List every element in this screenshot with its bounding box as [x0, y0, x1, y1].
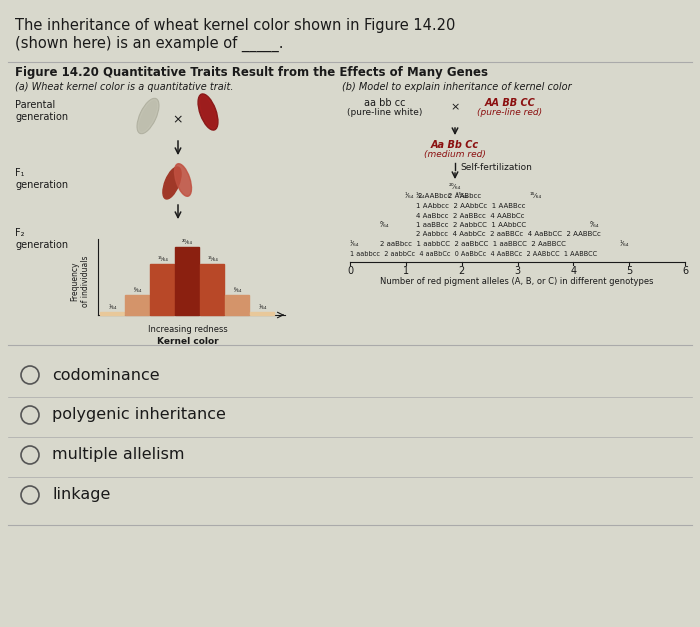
Text: Kernel color: Kernel color — [157, 337, 218, 346]
Text: ¹⁄₆₄: ¹⁄₆₄ — [416, 194, 426, 199]
Text: 2: 2 — [458, 266, 465, 276]
Ellipse shape — [137, 98, 159, 134]
Text: Increasing redness: Increasing redness — [148, 325, 228, 334]
Text: ⁶⁄₆₄: ⁶⁄₆₄ — [590, 222, 600, 228]
Text: ¹⁵⁄₆₄: ¹⁵⁄₆₄ — [207, 257, 218, 262]
Bar — [100, 312, 124, 315]
Bar — [125, 295, 149, 315]
Text: ²⁰⁄₆₄: ²⁰⁄₆₄ — [182, 240, 193, 245]
Text: 2 AABbcc  ¹⁵⁄₆₄: 2 AABbcc ¹⁵⁄₆₄ — [418, 194, 468, 199]
Text: 4 AaBbcc  2 AaBBcc  4 AABbCc: 4 AaBbcc 2 AaBBcc 4 AABbCc — [416, 213, 524, 218]
Text: (pure-line white): (pure-line white) — [347, 108, 423, 117]
Text: ×: × — [450, 102, 460, 112]
Ellipse shape — [163, 167, 181, 199]
Text: 6: 6 — [682, 266, 688, 276]
Text: (shown here) is an example of _____.: (shown here) is an example of _____. — [15, 36, 284, 52]
Ellipse shape — [198, 94, 218, 130]
Text: F₂
generation: F₂ generation — [15, 228, 68, 250]
Text: ¹⁄₆₄: ¹⁄₆₄ — [258, 305, 267, 310]
Text: ×: × — [173, 113, 183, 126]
Bar — [175, 247, 199, 315]
Ellipse shape — [199, 95, 216, 129]
Text: ⁶⁄₆₄: ⁶⁄₆₄ — [133, 288, 141, 293]
Text: Frequency
of individuals: Frequency of individuals — [70, 255, 90, 307]
Text: 4: 4 — [570, 266, 576, 276]
Ellipse shape — [138, 100, 158, 132]
Text: 2 AABbcc: 2 AABbcc — [448, 194, 482, 199]
Text: ²⁰⁄₆₄: ²⁰⁄₆₄ — [449, 184, 461, 190]
Text: 3: 3 — [514, 266, 521, 276]
Text: 1 AAbbcc  2 AAbbCc  1 AABBcc: 1 AAbbcc 2 AAbbCc 1 AABBcc — [416, 203, 526, 209]
Text: aa bb cc: aa bb cc — [364, 98, 406, 108]
Text: 1: 1 — [402, 266, 409, 276]
Ellipse shape — [174, 164, 192, 196]
Bar — [150, 264, 174, 315]
Bar — [225, 295, 249, 315]
Text: linkage: linkage — [52, 488, 111, 502]
Text: Figure 14.20 Quantitative Traits Result from the Effects of Many Genes: Figure 14.20 Quantitative Traits Result … — [15, 66, 488, 79]
Text: Number of red pigment alleles (A, B, or C) in different genotypes: Number of red pigment alleles (A, B, or … — [380, 277, 654, 286]
Text: (b) Model to explain inheritance of kernel color: (b) Model to explain inheritance of kern… — [342, 82, 572, 92]
Text: ⁶⁄₆₄: ⁶⁄₆₄ — [380, 222, 390, 228]
Text: codominance: codominance — [52, 367, 160, 382]
Text: 0: 0 — [347, 266, 353, 276]
Text: ¹⁄₆₄: ¹⁄₆₄ — [350, 241, 360, 247]
Text: ¹⁵⁄₆₄: ¹⁵⁄₆₄ — [530, 194, 542, 199]
Text: (medium red): (medium red) — [424, 150, 486, 159]
Text: ⁶⁄₆₄: ⁶⁄₆₄ — [233, 288, 242, 293]
Text: (a) Wheat kernel color is a quantitative trait.: (a) Wheat kernel color is a quantitative… — [15, 82, 234, 92]
Text: 1 aabbcc  2 aabbCc  4 aaBbCc  0 AaBbCc  4 AaBBCc  2 AABbCC  1 AABBCC: 1 aabbcc 2 aabbCc 4 aaBbCc 0 AaBbCc 4 Aa… — [350, 251, 597, 256]
Text: 5: 5 — [626, 266, 632, 276]
Text: 2 Aabbcc  4 AabbCc  2 aaBBCc  4 AaBbCC  2 AABBCc: 2 Aabbcc 4 AabbCc 2 aaBBCc 4 AaBbCC 2 AA… — [416, 231, 601, 238]
Text: ¹⁄₆₄: ¹⁄₆₄ — [620, 241, 629, 247]
Text: (pure-line red): (pure-line red) — [477, 108, 542, 117]
Text: The inheritance of wheat kernel color shown in Figure 14.20: The inheritance of wheat kernel color sh… — [15, 18, 456, 33]
Bar — [200, 264, 224, 315]
Text: AA BB CC: AA BB CC — [484, 98, 536, 108]
Text: 1 aaBBcc  2 AabbCC  1 AAbbCC: 1 aaBBcc 2 AabbCC 1 AAbbCC — [416, 222, 526, 228]
Text: ¹⁵⁄₆₄: ¹⁵⁄₆₄ — [157, 257, 168, 262]
Text: polygenic inheritance: polygenic inheritance — [52, 408, 226, 423]
Text: ¹⁄₆₄: ¹⁄₆₄ — [405, 194, 414, 199]
Text: multiple allelism: multiple allelism — [52, 448, 185, 463]
Text: ¹⁄₆₄: ¹⁄₆₄ — [108, 305, 117, 310]
Text: Self-fertilization: Self-fertilization — [460, 163, 532, 172]
Bar — [250, 312, 274, 315]
Text: Aa Bb Cc: Aa Bb Cc — [431, 140, 479, 150]
Text: F₁
generation: F₁ generation — [15, 168, 68, 189]
Text: 2 aaBbcc  1 aabbCC  2 aaBbCC  1 aaBBCC  2 AaBBCC: 2 aaBbcc 1 aabbCC 2 aaBbCC 1 aaBBCC 2 Aa… — [380, 241, 566, 247]
Text: Parental
generation: Parental generation — [15, 100, 68, 122]
